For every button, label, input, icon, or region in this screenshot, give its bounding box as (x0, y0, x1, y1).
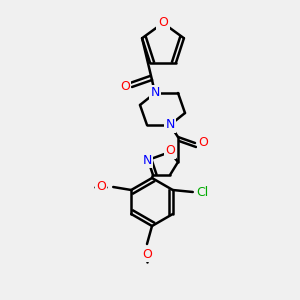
Text: O: O (198, 136, 208, 149)
Text: O: O (120, 80, 130, 94)
Text: O: O (142, 248, 152, 260)
Text: N: N (165, 118, 175, 131)
Text: N: N (142, 154, 152, 166)
Text: O: O (96, 181, 106, 194)
Text: O: O (158, 16, 168, 29)
Text: Cl: Cl (197, 185, 209, 199)
Text: N: N (150, 86, 160, 100)
Text: O: O (165, 145, 175, 158)
